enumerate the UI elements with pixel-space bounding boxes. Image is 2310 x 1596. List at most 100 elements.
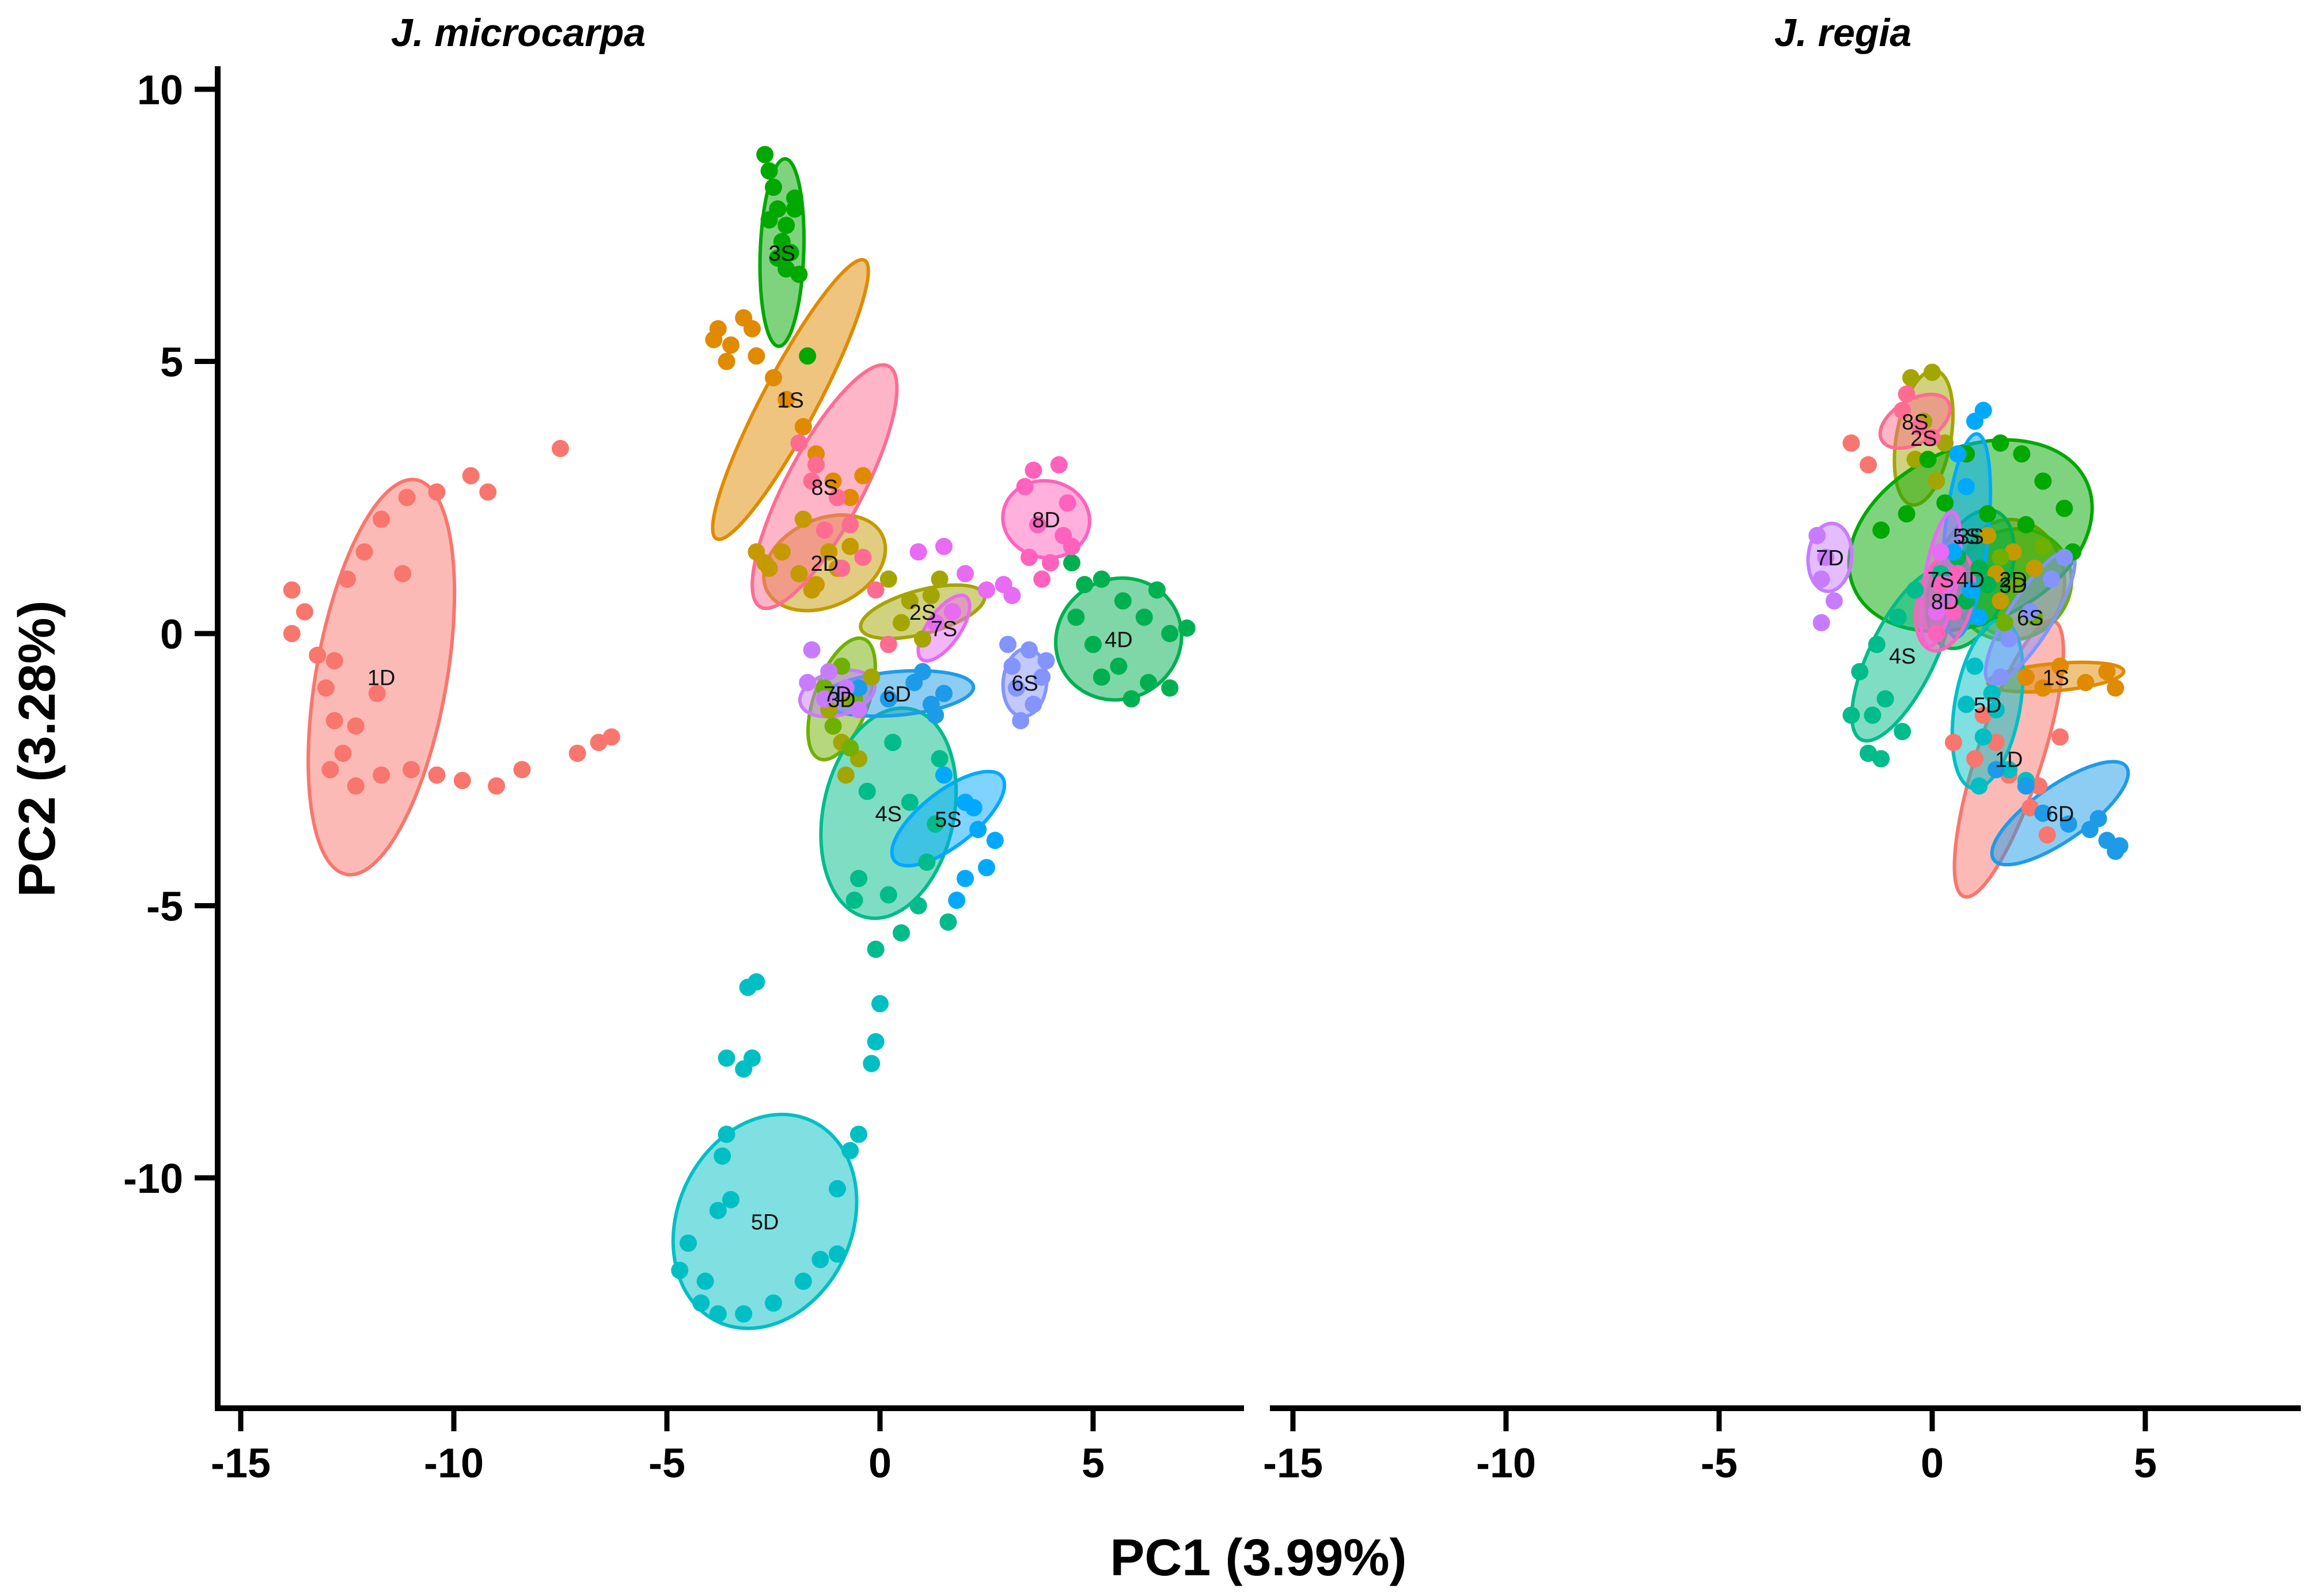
point-2S [1928,472,1945,490]
point-5D [1970,777,1988,795]
point-3S [2013,445,2031,463]
point-1S [2034,679,2052,697]
point-1D [428,483,446,501]
point-1D [283,625,301,642]
point-6S [1037,652,1055,670]
point-6S [2000,630,2018,648]
point-3S [799,347,817,365]
point-1S [824,472,842,490]
point-3D [841,739,859,757]
cluster-label-4D: 4D [1105,628,1133,652]
point-5D [765,1294,782,1312]
point-5D [841,1142,859,1159]
point-6D [850,679,867,697]
point-4D [1970,559,1988,577]
cluster-label-6D: 6D [883,683,911,707]
point-5S [1949,445,1967,463]
point-1D [309,646,327,664]
point-1D [373,510,390,528]
point-1S [794,418,812,435]
cluster-label-2S: 2S [1910,427,1937,451]
point-7S [927,614,945,632]
point-5S [965,799,983,817]
y-tick-label: 0 [160,612,183,658]
point-2S [863,668,881,686]
cluster-label-7S: 7S [1928,568,1954,593]
point-8S [854,548,872,566]
point-2D [756,554,774,572]
point-3D [1996,614,2013,632]
point-4S [939,913,957,931]
cluster-label-7D: 7D [824,683,852,707]
point-2S [1906,450,1924,468]
point-7D [815,690,833,708]
point-7S [978,581,995,599]
point-2S [931,570,949,588]
point-4D [1114,592,1132,610]
point-7S [935,537,953,555]
point-6S [1992,668,2009,686]
y-axis-title: PC2 (3.28%) [9,600,66,897]
point-4D [1148,581,1166,599]
point-2S [1924,363,1941,381]
cluster-label-3D: 3D [1999,574,2027,598]
point-1D [568,744,586,762]
point-8D [1033,570,1051,588]
point-7D [1812,570,1830,588]
point-2S [837,766,855,784]
point-5D [2000,761,2018,779]
point-6D [2017,777,2035,795]
point-1D [552,439,569,457]
point-5D [1983,684,2001,702]
x-tick-label: -5 [648,1440,685,1487]
x-tick-label: -10 [1476,1440,1536,1487]
point-2S [893,614,910,632]
x-tick-label: 0 [1921,1440,1944,1487]
point-4S [1868,635,1886,653]
point-5S [948,892,966,909]
cluster-label-1D: 1D [367,666,396,691]
point-7D [1812,614,1830,632]
point-4S [879,886,897,904]
point-5D [696,1272,714,1290]
cluster-label-5D: 5D [1974,693,2002,718]
point-5D [863,1055,881,1072]
point-1D [1966,750,1983,768]
point-2S [914,630,931,648]
point-7D [799,674,817,692]
point-3S [2055,499,2073,517]
point-8S [1910,418,1928,435]
point-6D [879,690,897,708]
point-6D [1987,761,2005,779]
y-tick-label: -5 [146,884,183,930]
point-5D [735,1305,753,1323]
point-2D [773,543,791,561]
point-1D [325,712,343,730]
point-2D [841,537,859,555]
point-1S [722,336,739,354]
point-5D [829,1180,846,1197]
cluster-label-1D: 1D [1995,748,2023,772]
point-5S [978,859,995,877]
x-tick-label: 5 [1082,1440,1105,1487]
point-4S [1894,723,1911,741]
point-5S [1974,401,1992,419]
point-7S [909,543,927,561]
point-6D [935,684,953,702]
point-5S [969,821,987,839]
point-7S [1003,586,1021,604]
point-6D [2089,810,2107,828]
point-6S [1025,695,1042,713]
point-1D [453,772,471,790]
point-8D [1025,461,1042,479]
point-4S [918,853,936,871]
point-4S [893,924,910,942]
ellipse-5S [890,769,1007,868]
point-4D [1063,554,1080,572]
point-4S [858,783,876,801]
point-5D [867,1033,885,1051]
point-1D [513,761,531,779]
y-tick-label: 10 [137,67,183,113]
